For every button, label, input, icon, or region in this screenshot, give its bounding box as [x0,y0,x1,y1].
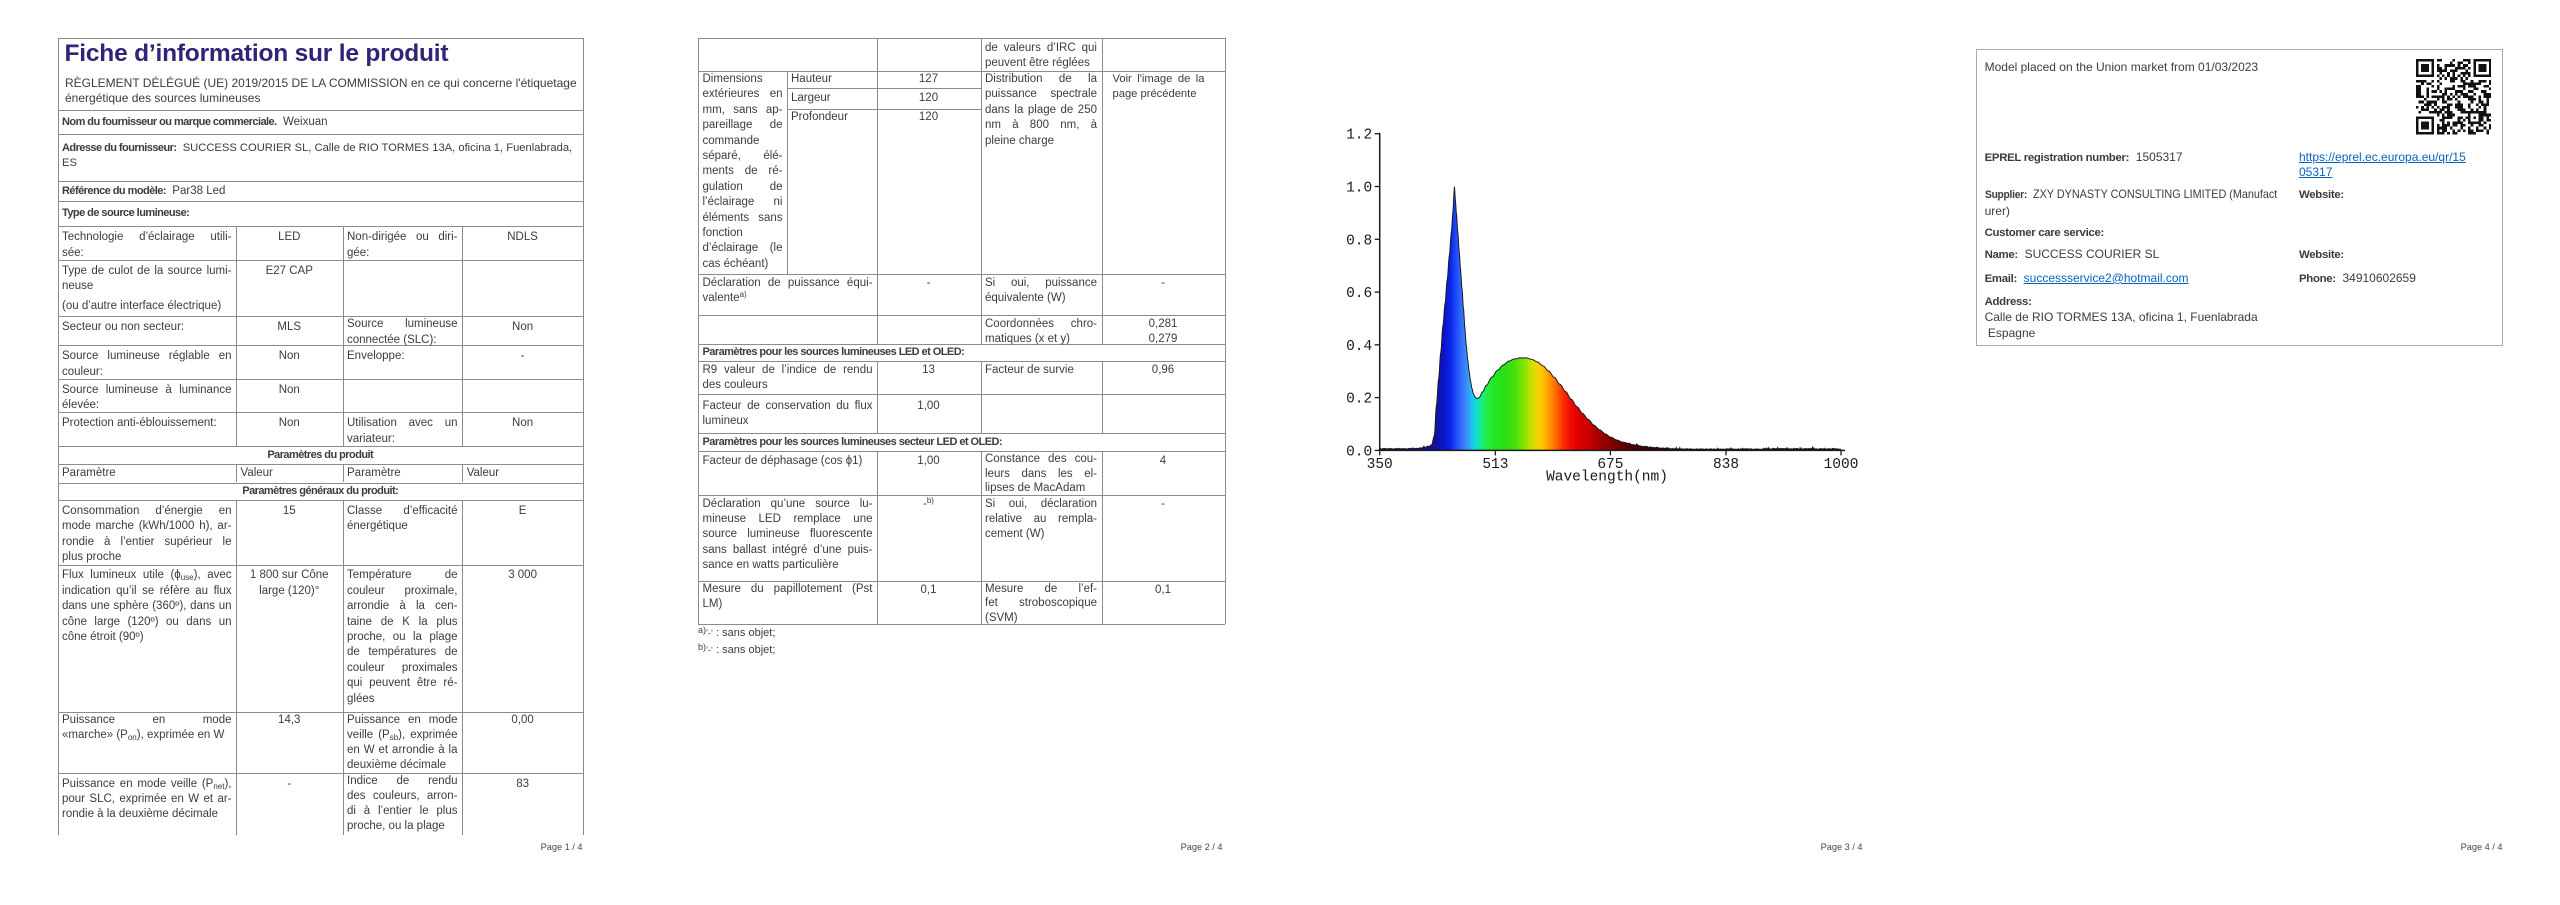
svg-text:0.2: 0.2 [1346,392,1372,408]
svg-text:838: 838 [1713,457,1739,473]
svg-text:1000: 1000 [1824,457,1859,473]
svg-text:1.2: 1.2 [1346,128,1372,144]
svg-text:513: 513 [1482,457,1508,473]
svg-text:350: 350 [1367,457,1393,473]
svg-text:0.0: 0.0 [1346,444,1372,460]
svg-text:0.4: 0.4 [1346,339,1372,355]
svg-text:0.6: 0.6 [1346,286,1372,302]
svg-text:1.0: 1.0 [1346,181,1372,197]
svg-text:0.8: 0.8 [1346,233,1372,249]
svg-text:675: 675 [1597,457,1623,473]
svg-text:Wavelength(nm): Wavelength(nm) [1546,470,1668,486]
